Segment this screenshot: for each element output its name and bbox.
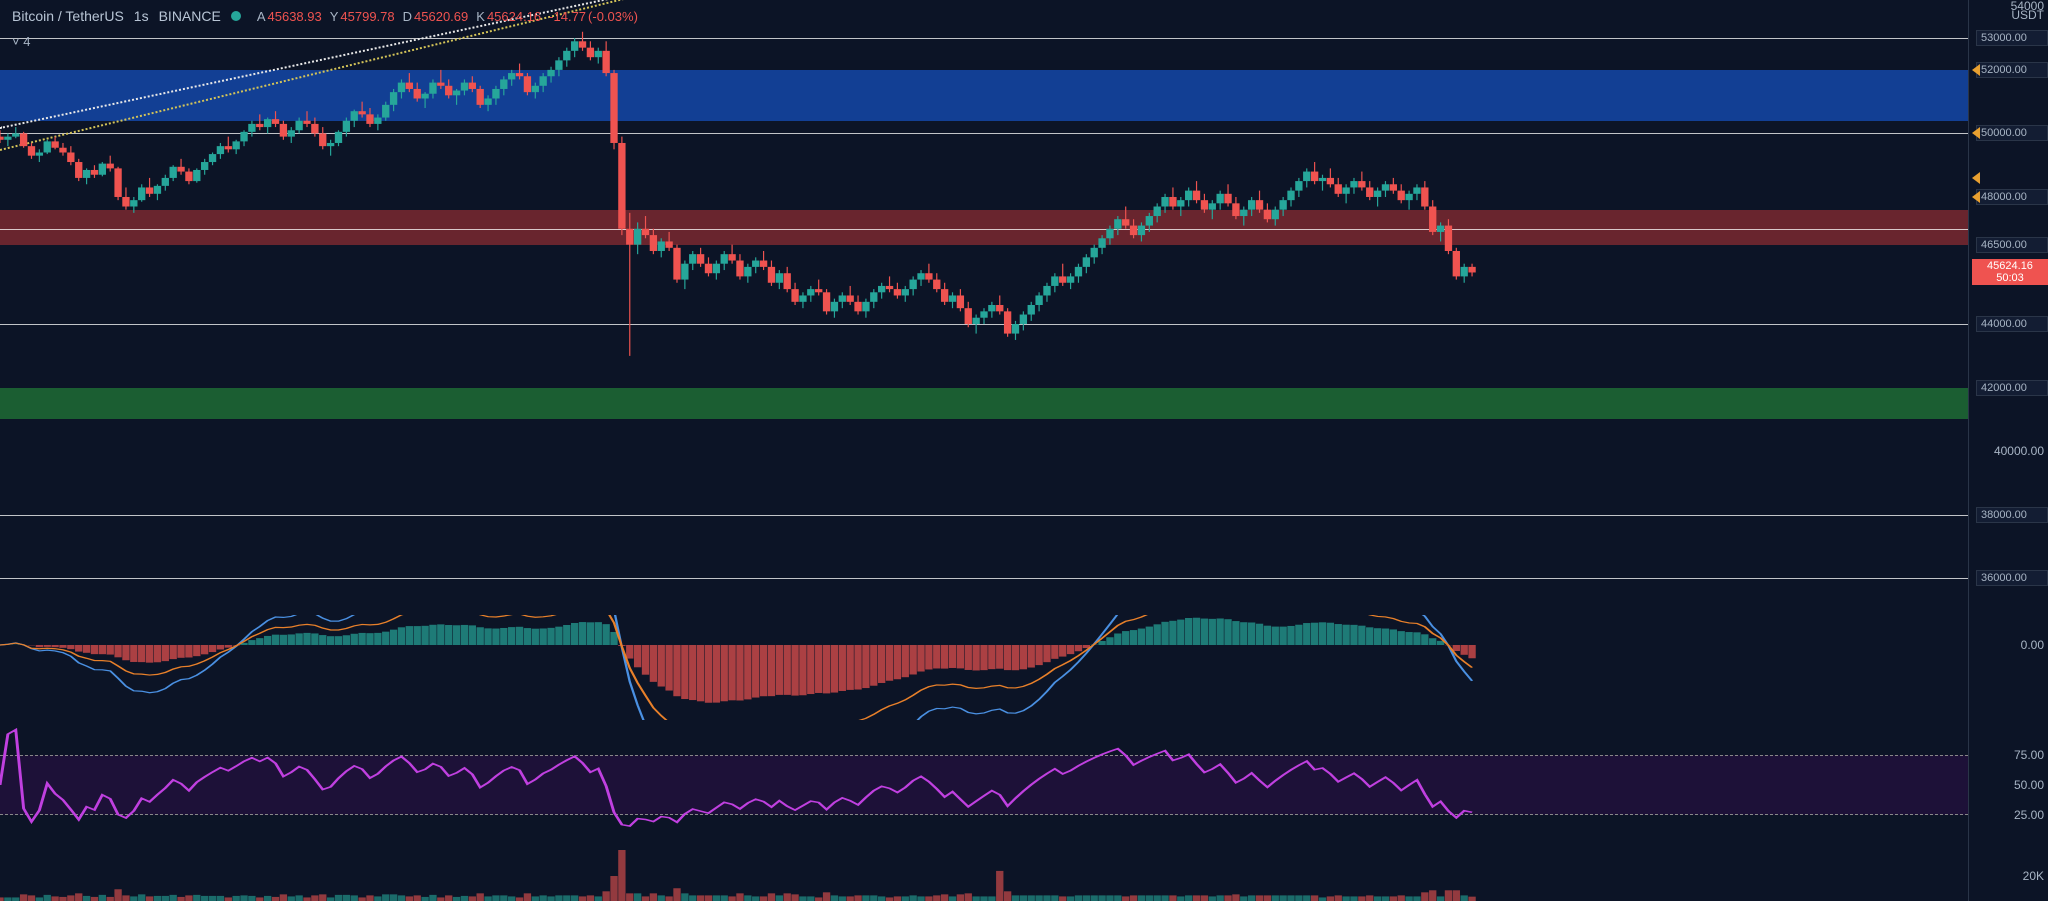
- status-dot-icon: [231, 11, 241, 21]
- vol-tick-label: 20K: [2023, 869, 2044, 883]
- volume-chart[interactable]: [0, 850, 1968, 901]
- chart-header: Bitcoin / TetherUS 1s BINANCE A45638.93 …: [12, 8, 638, 24]
- open-label: A: [257, 9, 266, 24]
- y-axis[interactable]: USDT 5400040000.0053000.0052000.0050000.…: [1968, 0, 2048, 901]
- high-value: 45799.78: [340, 9, 394, 24]
- open-value: 45638.93: [268, 9, 322, 24]
- exchange-label[interactable]: BINANCE: [159, 8, 221, 24]
- close-label: K: [476, 9, 485, 24]
- change-pct-value: (-0.03%): [588, 9, 638, 24]
- close-value: 45624.16: [487, 9, 541, 24]
- price-level-label: 42000.00: [1976, 380, 2048, 396]
- rsi-tick-label: 50.00: [2014, 778, 2044, 792]
- macd-svg: [0, 615, 1968, 720]
- price-marker-icon: [1972, 172, 1980, 184]
- rsi-line: [0, 730, 1472, 826]
- macd-chart[interactable]: [0, 615, 1968, 720]
- price-marker-icon: [1972, 191, 1980, 203]
- price-level-label: 53000.00: [1976, 30, 2048, 46]
- price-level-label: 44000.00: [1976, 316, 2048, 332]
- high-label: Y: [330, 9, 339, 24]
- price-level-label: 46500.00: [1976, 237, 2048, 253]
- price-level-label: 36000.00: [1976, 570, 2048, 586]
- change-value: -14.77: [549, 9, 586, 24]
- rsi-tick-label: 25.00: [2014, 808, 2044, 822]
- price-level-label: 50000.00: [1976, 125, 2048, 141]
- rsi-tick-label: 75.00: [2014, 748, 2044, 762]
- timeframe-label[interactable]: 1s: [134, 8, 149, 24]
- current-price-label: 45624.1650:03: [1972, 259, 2048, 285]
- low-label: D: [403, 9, 412, 24]
- y-tick-label: 54000: [2011, 0, 2044, 13]
- price-level-label: 48000.00: [1976, 189, 2048, 205]
- price-level-label: 38000.00: [1976, 507, 2048, 523]
- chart-container: Bitcoin / TetherUS 1s BINANCE A45638.93 …: [0, 0, 2048, 901]
- price-chart[interactable]: [0, 0, 1968, 610]
- candlestick-svg: [0, 0, 1968, 610]
- price-marker-icon: [1972, 64, 1980, 76]
- y-tick-label: 40000.00: [1994, 444, 2044, 458]
- price-level-label: 52000.00: [1976, 62, 2048, 78]
- ohlc-readout: A45638.93 Y45799.78 D45620.69 K45624.16 …: [251, 9, 638, 24]
- indicator-toggle[interactable]: ˅ 4: [12, 34, 30, 49]
- low-value: 45620.69: [414, 9, 468, 24]
- rsi-chart[interactable]: [0, 725, 1968, 845]
- symbol-label[interactable]: Bitcoin / TetherUS: [12, 8, 124, 24]
- rsi-svg: [0, 725, 1968, 845]
- volume-svg: [0, 850, 1968, 901]
- price-marker-icon: [1972, 127, 1980, 139]
- macd-tick-label: 0.00: [2021, 638, 2044, 652]
